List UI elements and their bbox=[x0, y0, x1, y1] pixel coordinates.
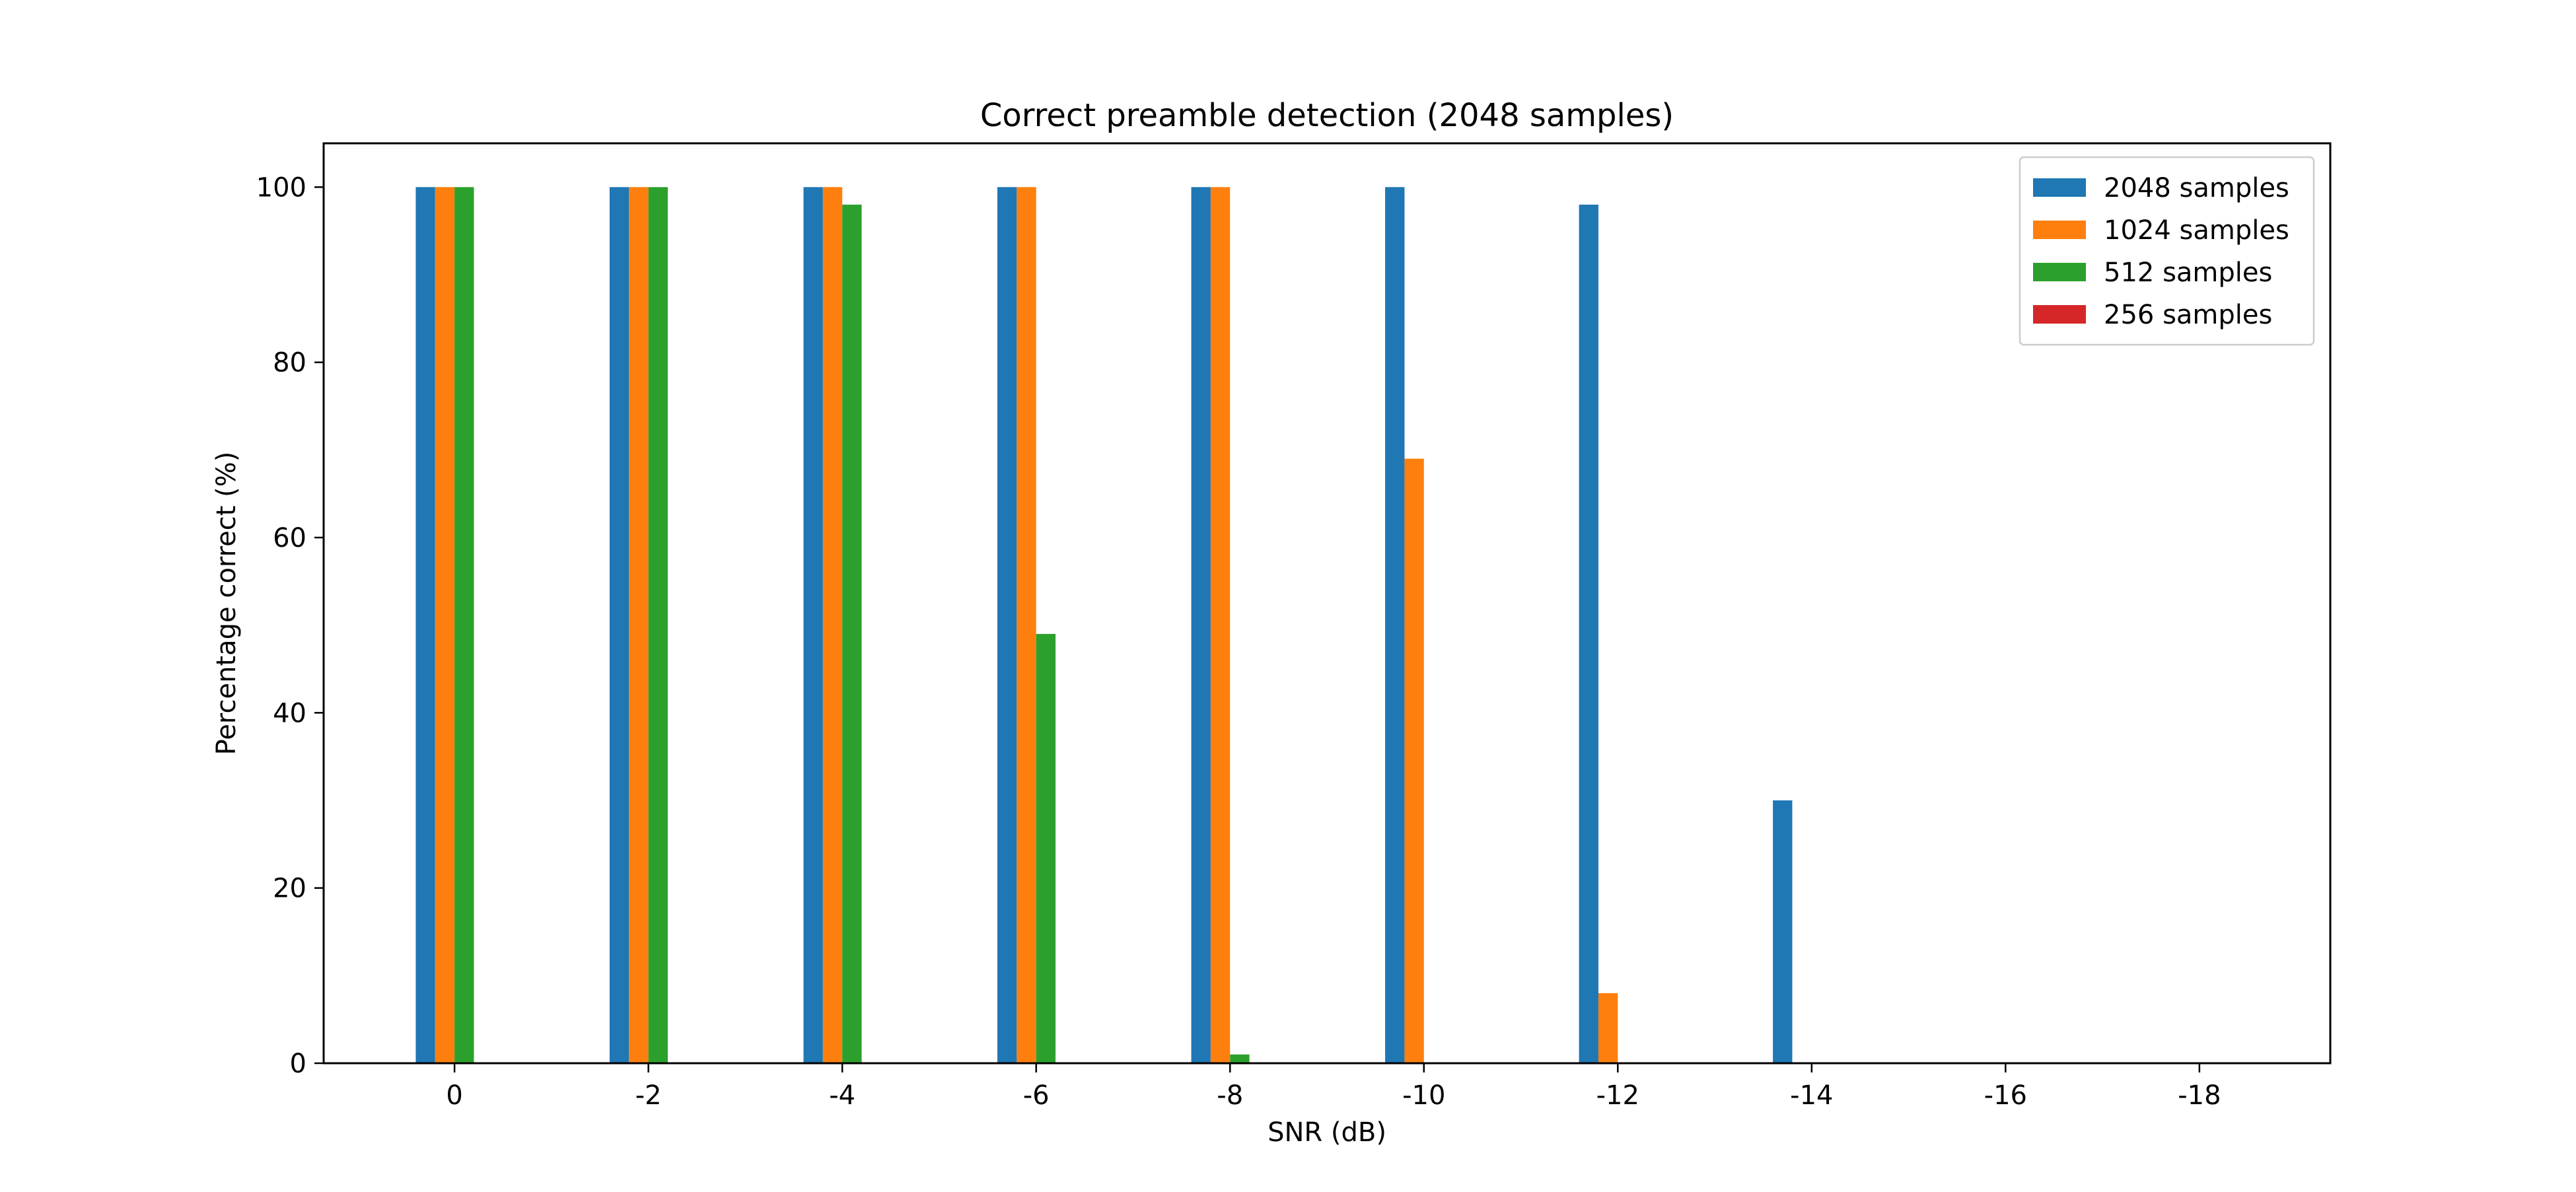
y-tick-label: 100 bbox=[256, 172, 306, 203]
bar-512-samples-2 bbox=[842, 204, 862, 1063]
x-tick-label: -12 bbox=[1596, 1080, 1639, 1111]
bar-512-samples-3 bbox=[1036, 633, 1056, 1063]
y-tick-label: 40 bbox=[273, 698, 306, 728]
y-tick-label: 80 bbox=[273, 348, 306, 378]
bar-512-samples-0 bbox=[454, 187, 474, 1063]
legend-swatch bbox=[2033, 305, 2086, 324]
bar-512-samples-1 bbox=[648, 187, 668, 1063]
bar-1024-samples-2 bbox=[822, 187, 843, 1063]
x-tick-label: 0 bbox=[446, 1080, 462, 1111]
x-tick-label: -16 bbox=[1984, 1080, 2027, 1111]
legend-swatch bbox=[2033, 178, 2086, 197]
plot-area-frame bbox=[322, 142, 2332, 1065]
bar-1024-samples-6 bbox=[1598, 993, 1618, 1063]
x-axis-label: SNR (dB) bbox=[1268, 1117, 1386, 1148]
bar-2048-samples-1 bbox=[609, 187, 629, 1063]
bar-2048-samples-3 bbox=[997, 187, 1017, 1063]
bar-512-samples-4 bbox=[1230, 1054, 1250, 1063]
bar-2048-samples-5 bbox=[1385, 187, 1405, 1063]
x-tick-label: -8 bbox=[1217, 1080, 1243, 1111]
bar-2048-samples-7 bbox=[1773, 800, 1793, 1063]
legend-label: 2048 samples bbox=[2104, 173, 2289, 203]
bar-2048-samples-2 bbox=[803, 187, 823, 1063]
bar-2048-samples-0 bbox=[415, 187, 435, 1063]
legend: 2048 samples 1024 samples 512 samples 256 s… bbox=[2019, 156, 2315, 346]
legend-label: 512 samples bbox=[2104, 258, 2272, 288]
bar-1024-samples-4 bbox=[1210, 187, 1231, 1063]
x-tick-label: -4 bbox=[829, 1080, 855, 1111]
legend-swatch bbox=[2033, 263, 2086, 281]
bar-1024-samples-0 bbox=[435, 187, 455, 1063]
y-tick-label: 20 bbox=[273, 874, 306, 904]
x-tick-label: -2 bbox=[635, 1080, 662, 1111]
bar-1024-samples-3 bbox=[1017, 187, 1036, 1063]
y-tick-label: 60 bbox=[273, 523, 306, 553]
chart-title: Correct preamble detection (2048 samples… bbox=[980, 97, 1674, 134]
x-tick-label: -14 bbox=[1790, 1080, 1833, 1111]
bars bbox=[415, 187, 1793, 1063]
x-tick-label: -10 bbox=[1402, 1080, 1445, 1111]
y-axis-label: Percentage correct (%) bbox=[211, 452, 242, 755]
x-axis-ticks: 0 -2 -4 -6 -8 -10 -12 -14 -16 -18 bbox=[446, 1063, 2221, 1111]
legend-box bbox=[2019, 156, 2315, 346]
y-tick-label: 0 bbox=[290, 1049, 306, 1079]
legend-swatch bbox=[2033, 221, 2086, 239]
y-axis-ticks: 0 20 40 60 80 100 bbox=[256, 172, 324, 1079]
x-tick-label: -6 bbox=[1023, 1080, 1050, 1111]
legend-label: 256 samples bbox=[2104, 300, 2272, 330]
legend-label: 1024 samples bbox=[2104, 215, 2289, 246]
bar-2048-samples-6 bbox=[1579, 204, 1598, 1063]
bar-1024-samples-5 bbox=[1404, 458, 1424, 1063]
bar-2048-samples-4 bbox=[1191, 187, 1211, 1063]
bar-1024-samples-1 bbox=[629, 187, 649, 1063]
x-tick-label: -18 bbox=[2178, 1080, 2221, 1111]
